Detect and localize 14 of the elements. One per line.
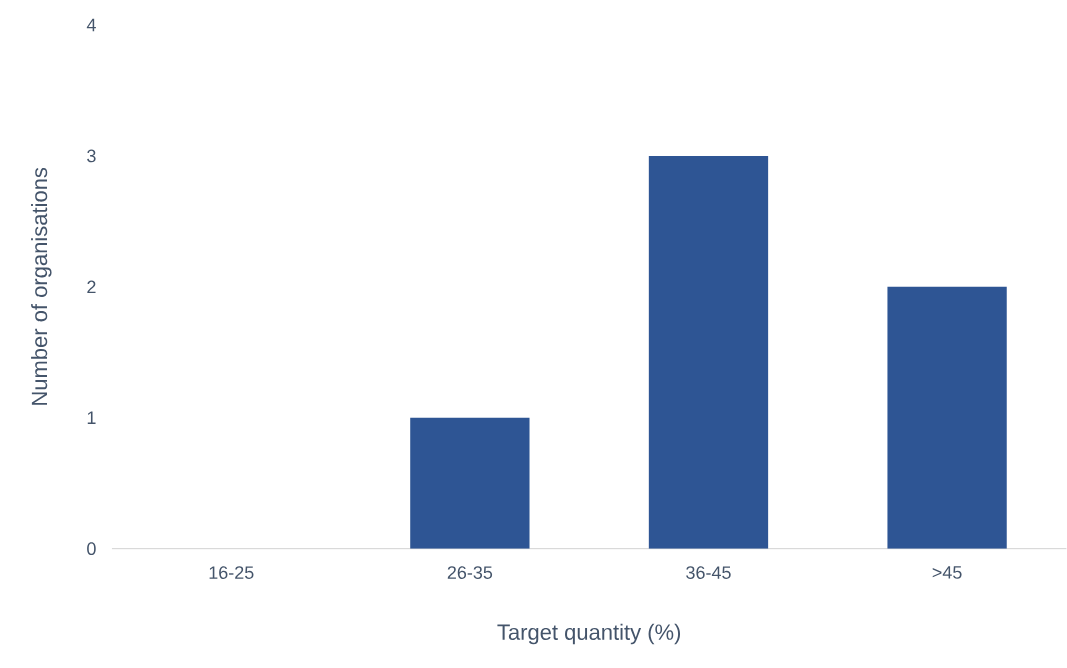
x-axis-title: Target quantity (%) — [497, 623, 681, 645]
y-tick-label: 2 — [87, 280, 96, 294]
bar — [887, 287, 1007, 549]
y-tick-label: 0 — [87, 542, 96, 556]
y-axis-title: Number of organisations — [31, 168, 52, 405]
y-tick-label: 1 — [87, 411, 96, 425]
y-tick-label: 3 — [87, 149, 96, 163]
x-tick-label: 36-45 — [686, 566, 731, 580]
bar — [648, 156, 769, 549]
x-tick-label: 26-35 — [447, 566, 493, 580]
y-tick-label: 4 — [86, 18, 96, 32]
x-tick-label: >45 — [932, 566, 962, 579]
bar — [410, 417, 530, 549]
x-tick-label: 16-25 — [209, 566, 254, 580]
